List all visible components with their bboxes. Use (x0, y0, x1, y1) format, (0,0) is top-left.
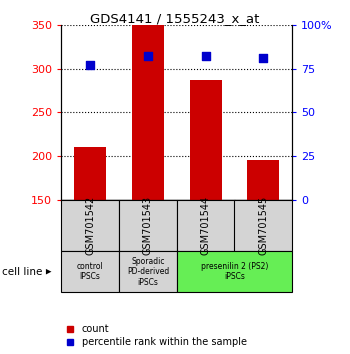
Legend: count, percentile rank within the sample: count, percentile rank within the sample (66, 325, 247, 347)
Text: GSM701543: GSM701543 (143, 196, 153, 255)
Point (88, 62, 93, 68)
Text: GSM701544: GSM701544 (201, 196, 211, 255)
Bar (132, 25, 164, 200)
Text: Sporadic
PD-derived
iPSCs: Sporadic PD-derived iPSCs (127, 257, 169, 287)
Bar (190, 80, 222, 200)
Text: presenilin 2 (PS2)
iPSCs: presenilin 2 (PS2) iPSCs (201, 262, 268, 281)
Text: control
IPSCs: control IPSCs (77, 262, 104, 281)
Text: GSM701542: GSM701542 (85, 196, 95, 255)
Point (260, 55, 266, 61)
Bar (247, 160, 279, 200)
Text: cell line: cell line (2, 267, 42, 277)
Point (203, 53, 209, 59)
Point (145, 53, 150, 59)
Text: GDS4141 / 1555243_x_at: GDS4141 / 1555243_x_at (90, 12, 260, 25)
Bar (74, 147, 106, 200)
Text: GSM701545: GSM701545 (258, 196, 268, 255)
